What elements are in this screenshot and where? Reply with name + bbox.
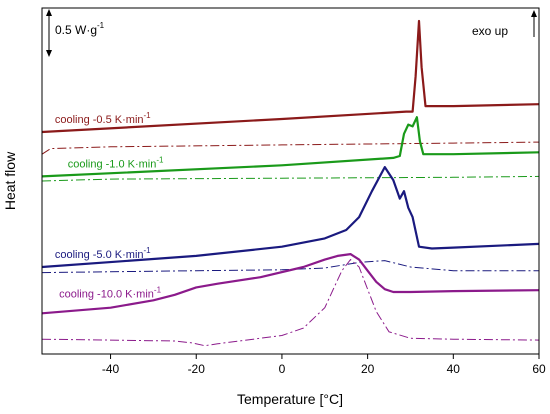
series-label-name: cooling -10.0 <box>59 288 125 300</box>
x-tick-label: -20 <box>188 362 206 376</box>
series-label: cooling -1.0 K·min-1 <box>68 155 164 170</box>
reference-line <box>41 141 540 155</box>
x-axis-title: Temperature [°C] <box>237 391 343 407</box>
exo-arrow <box>531 10 537 37</box>
reference-line <box>41 260 539 274</box>
scale-bar <box>46 9 52 57</box>
series-label: cooling -0.5 K·min-1 <box>55 111 151 126</box>
x-tick-label: 20 <box>361 362 375 376</box>
scale-bar-label: 0.5 W·g-1 <box>55 21 105 37</box>
series-label-unit: K·min <box>128 158 157 170</box>
scale-bar-exponent: -1 <box>97 21 105 30</box>
series-line <box>41 116 540 178</box>
scale-bar-value: 0.5 W·g <box>55 23 97 37</box>
series-label: cooling -10.0 K·min-1 <box>59 285 161 300</box>
series-label-name: cooling -0.5 <box>55 114 115 126</box>
series-line <box>41 253 540 315</box>
series-label-exp: -1 <box>144 111 152 120</box>
series-label-unit: K·min <box>125 288 154 300</box>
series-label-unit: K·min <box>115 249 144 261</box>
x-tick-label: 40 <box>447 362 461 376</box>
reference-line <box>41 175 540 182</box>
series-label-exp: -1 <box>154 285 162 294</box>
x-ticks: -40 -20 0 20 40 60 <box>102 354 546 376</box>
exo-label: exo up <box>472 24 508 38</box>
series-label-exp: -1 <box>144 246 152 255</box>
x-tick-label: 0 <box>279 362 286 376</box>
series-line <box>41 166 540 269</box>
y-axis-title: Heat flow <box>2 151 18 210</box>
series-layer <box>41 19 540 347</box>
series-label: cooling -5.0 K·min-1 <box>55 246 151 261</box>
series-label-name: cooling -5.0 <box>55 249 115 261</box>
reference-line <box>41 258 540 347</box>
x-tick-label: 60 <box>532 362 546 376</box>
series-label-exp: -1 <box>156 155 164 164</box>
plot-frame <box>41 7 540 355</box>
series-line <box>41 19 540 134</box>
series-label-name: cooling -1.0 <box>68 158 128 170</box>
series-label-unit: K·min <box>115 114 144 126</box>
x-tick-label: -40 <box>102 362 120 376</box>
